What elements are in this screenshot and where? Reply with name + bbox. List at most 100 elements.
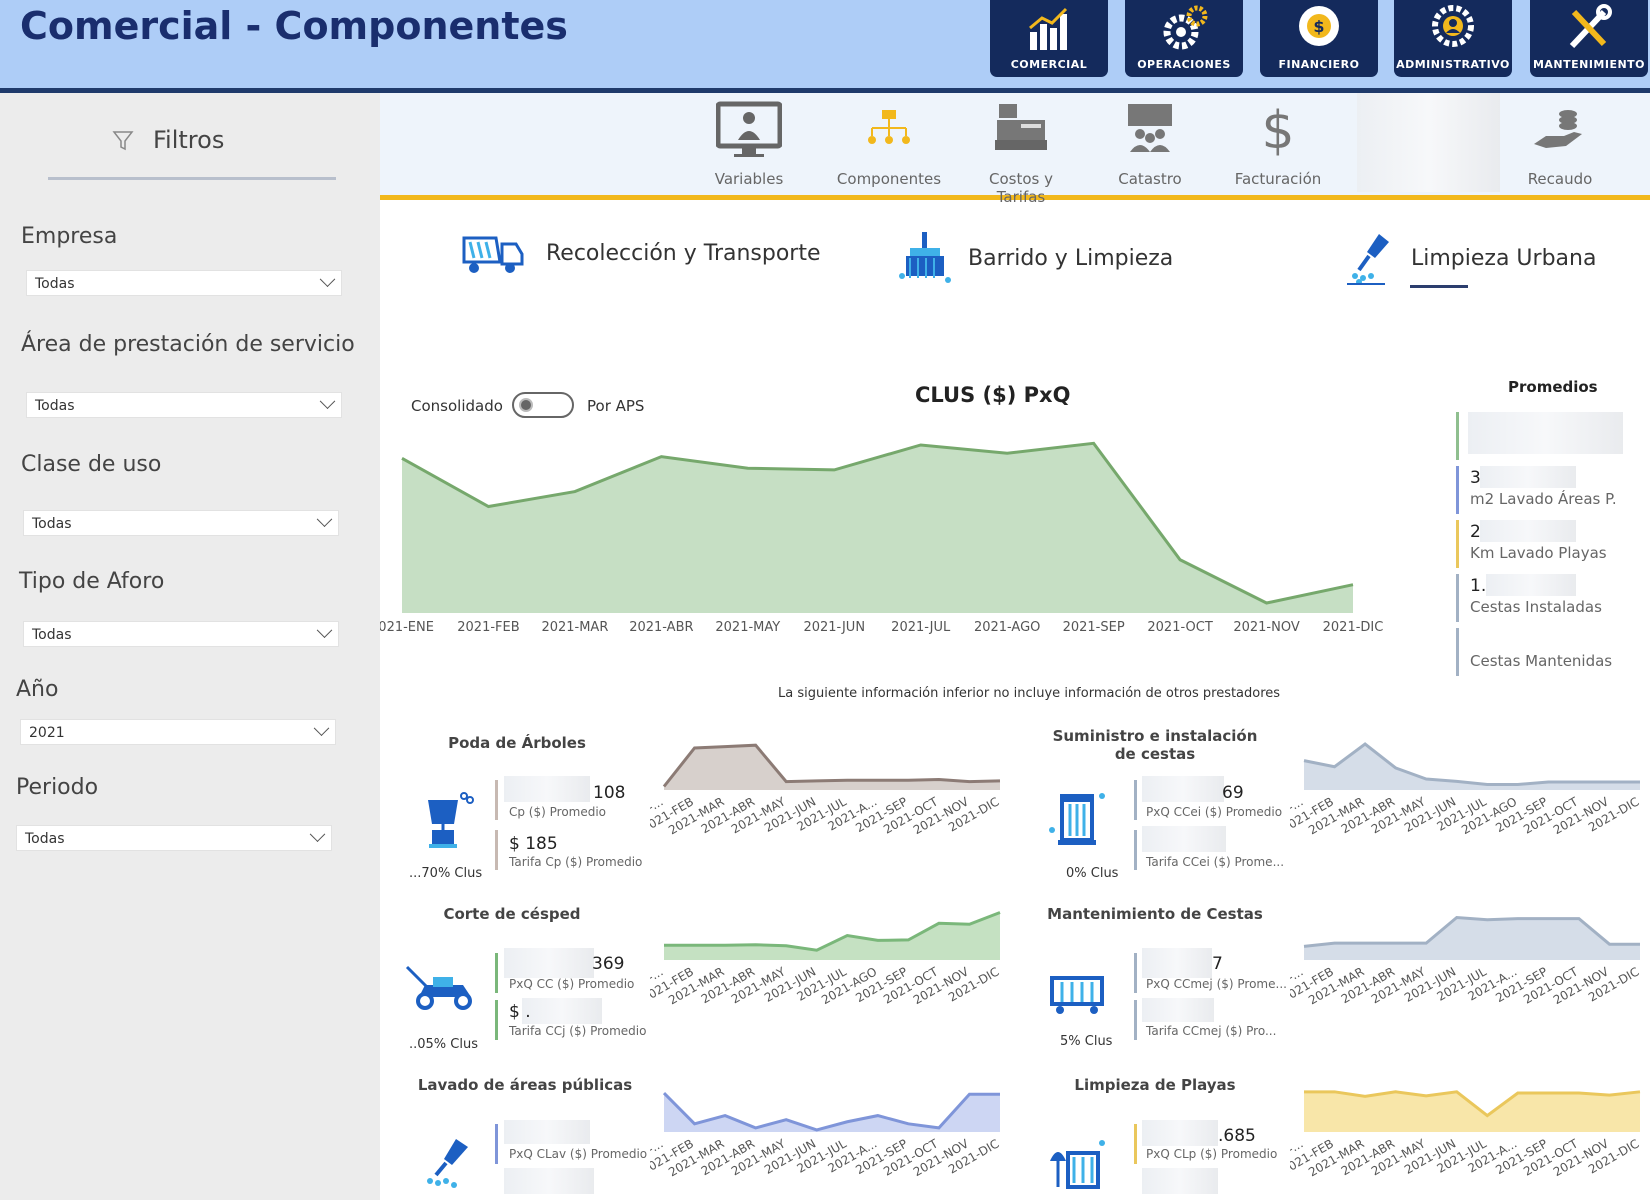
module-button-operaciones[interactable]: OPERACIONES bbox=[1125, 0, 1243, 77]
sub-navigation-divider bbox=[380, 195, 1650, 200]
panel-title-corte: Corte de césped bbox=[443, 905, 581, 923]
module-button-comercial[interactable]: COMERCIAL bbox=[990, 0, 1108, 77]
x-tick-label: 2021-ENE bbox=[380, 620, 434, 635]
select-value: Todas bbox=[35, 398, 75, 414]
consolidado-toggle[interactable] bbox=[512, 392, 574, 418]
blurred-value bbox=[1486, 574, 1576, 596]
module-button-mantenimiento[interactable]: MANTENIMIENTO bbox=[1530, 0, 1648, 77]
bar-chart-icon bbox=[1029, 7, 1068, 50]
module-label: MANTENIMIENTO bbox=[1532, 58, 1646, 71]
subnav-item-facturacion[interactable]: $ Facturación bbox=[1235, 100, 1322, 188]
filter-label-empresa: Empresa bbox=[21, 224, 118, 249]
tab-barrido-limpieza[interactable]: Barrido y Limpieza bbox=[898, 232, 1173, 286]
header-divider bbox=[0, 88, 1650, 93]
beach-cleaning-icon bbox=[1050, 1140, 1105, 1189]
filter-label-periodo: Periodo bbox=[16, 775, 99, 800]
mini-chart-mantenimiento: 2021-...2021-FEB2021-MAR2021-ABR2021-MAY… bbox=[1290, 915, 1642, 1007]
blurred-value bbox=[1142, 1120, 1218, 1146]
module-button-administrativo[interactable]: ADMINISTRATIVO bbox=[1394, 0, 1512, 77]
subnav-item-catastro[interactable]: Catastro bbox=[1118, 100, 1182, 188]
kpi-accent bbox=[495, 780, 498, 820]
coin-icon: $ bbox=[1299, 6, 1339, 46]
promedio-label: Cestas Instaladas bbox=[1470, 598, 1602, 616]
chevron-down-icon bbox=[319, 271, 336, 288]
subnav-item-costos-tarifas[interactable]: Costos y Tarifas bbox=[989, 100, 1053, 206]
chart-area-fill bbox=[402, 443, 1353, 613]
filters-title: Filtros bbox=[153, 126, 225, 154]
blurred-value bbox=[1142, 826, 1226, 852]
subnav-label: Catastro bbox=[1118, 170, 1182, 188]
cash-register-icon bbox=[995, 104, 1047, 150]
subnav-item-componentes[interactable]: Componentes bbox=[837, 100, 941, 188]
trash-bin-icon bbox=[1049, 793, 1105, 845]
filter-label-clase-uso: Clase de uso bbox=[21, 452, 162, 477]
mini-series-line bbox=[664, 911, 1001, 952]
kpi-label: Tarifa Cp ($) Promedio bbox=[509, 855, 643, 869]
blurred-nav-item bbox=[1357, 93, 1500, 192]
subnav-label: Facturación bbox=[1234, 170, 1322, 188]
x-tick-label: 2021-MAY bbox=[715, 620, 780, 635]
hierarchy-icon bbox=[868, 110, 910, 144]
tab-recoleccion-transporte[interactable]: Recolección y Transporte bbox=[460, 232, 821, 276]
kpi-label: Cp ($) Promedio bbox=[509, 805, 607, 819]
kpi-label: PxQ CLav ($) Promedio bbox=[509, 1147, 648, 1161]
kpi-label: PxQ CC ($) Promedio bbox=[509, 977, 635, 991]
card-accent bbox=[1456, 466, 1459, 514]
area-select[interactable]: Todas bbox=[26, 392, 342, 418]
blurred-value bbox=[1480, 466, 1576, 488]
card-accent bbox=[1456, 574, 1459, 622]
clus-percent: ..05% Clus bbox=[409, 1037, 478, 1052]
panel-title-suministro: Suministro e instalación de cestas bbox=[1052, 727, 1258, 763]
card-accent bbox=[1456, 628, 1459, 676]
blurred-value bbox=[1142, 776, 1224, 802]
promedio-card bbox=[1456, 412, 1646, 460]
periodo-select[interactable]: Todas bbox=[16, 825, 332, 851]
blurred-value bbox=[1142, 1168, 1218, 1194]
kpi-accent bbox=[1134, 830, 1137, 870]
subnav-item-recaudo[interactable]: Recaudo bbox=[1528, 100, 1592, 188]
x-tick-label: 2021-DIC bbox=[1323, 620, 1384, 635]
wrench-screwdriver-icon bbox=[1569, 4, 1612, 49]
main-chart-title: CLUS ($) PxQ bbox=[915, 383, 1071, 407]
mini-chart-playas: 2021-...2021-FEB2021-MAR2021-ABR2021-MAY… bbox=[1290, 1090, 1642, 1179]
kpi-label: PxQ CCmej ($) Prome... bbox=[1146, 977, 1287, 991]
kpi-label: Tarifa CCmej ($) Pro... bbox=[1146, 1024, 1277, 1038]
blurred-value bbox=[522, 998, 602, 1024]
clase-uso-select[interactable]: Todas bbox=[23, 510, 339, 536]
tipo-aforo-select[interactable]: Todas bbox=[23, 621, 339, 647]
lawn-mower-icon bbox=[405, 965, 472, 1010]
kpi-value: 369 bbox=[592, 954, 625, 974]
kpi-value: 69 bbox=[1222, 783, 1244, 803]
empresa-select[interactable]: Todas bbox=[26, 270, 342, 296]
kpi-accent bbox=[1134, 780, 1137, 820]
pressure-washer-icon bbox=[427, 1139, 468, 1188]
clus-percent: 0% Clus bbox=[1066, 866, 1119, 881]
x-tick-label: 2021-JUN bbox=[803, 620, 865, 635]
tab-label: Recolección y Transporte bbox=[546, 241, 821, 266]
kpi-accent bbox=[495, 1124, 498, 1164]
pressure-washer-icon bbox=[1347, 234, 1389, 285]
filter-label-tipo-aforo: Tipo de Aforo bbox=[19, 569, 165, 594]
chevron-down-icon bbox=[309, 826, 326, 843]
user-gear-icon bbox=[1432, 5, 1474, 47]
chevron-down-icon bbox=[316, 511, 333, 528]
subnav-label: Variables bbox=[714, 170, 784, 188]
blurred-value bbox=[504, 1120, 590, 1144]
select-value: 2021 bbox=[29, 725, 65, 741]
active-tab-indicator bbox=[1410, 285, 1468, 288]
page-title: Comercial - Componentes bbox=[20, 4, 568, 48]
blurred-value bbox=[1142, 948, 1212, 978]
tab-limpieza-urbana[interactable]: Limpieza Urbana bbox=[1345, 232, 1596, 286]
ano-select[interactable]: 2021 bbox=[20, 719, 336, 745]
subnav-item-variables[interactable]: Variables bbox=[715, 100, 783, 188]
mini-chart-suministro: 2021-...2021-FEB2021-MAR2021-ABR2021-MAY… bbox=[1290, 742, 1642, 837]
mini-series-line bbox=[662, 1091, 1000, 1132]
x-tick-label: 2021-NOV bbox=[1233, 620, 1300, 635]
panel-title-playas: Limpieza de Playas bbox=[1074, 1076, 1236, 1094]
chevron-down-icon bbox=[316, 622, 333, 639]
module-button-financiero[interactable]: $ FINANCIERO bbox=[1260, 0, 1378, 77]
mini-area-fill bbox=[1304, 744, 1640, 790]
x-tick-label: 2021-FEB bbox=[457, 620, 519, 635]
subnav-label: Costos y Tarifas bbox=[989, 170, 1053, 206]
promedio-value: 3 bbox=[1470, 468, 1481, 488]
